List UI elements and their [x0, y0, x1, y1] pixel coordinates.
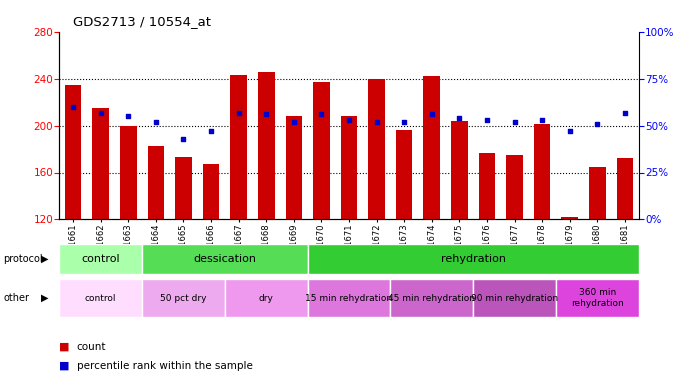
Bar [341, 116, 357, 219]
Text: ▶: ▶ [40, 254, 48, 264]
Point [426, 111, 438, 117]
Text: ■: ■ [59, 361, 70, 370]
Bar [142, 244, 308, 274]
Bar [308, 244, 639, 274]
Bar [473, 279, 556, 317]
Bar [424, 76, 440, 219]
Point [371, 119, 383, 125]
Bar [313, 82, 329, 219]
Bar [120, 126, 137, 219]
Text: dry: dry [259, 294, 274, 303]
Point [509, 119, 520, 125]
Text: 360 min
rehydration: 360 min rehydration [571, 288, 624, 308]
Bar [225, 279, 308, 317]
Bar [589, 166, 606, 219]
Bar [616, 158, 633, 219]
Text: 45 min rehydration: 45 min rehydration [388, 294, 475, 303]
Bar [369, 79, 385, 219]
Bar [396, 130, 413, 219]
Bar [258, 72, 274, 219]
Text: 15 min rehydration: 15 min rehydration [306, 294, 392, 303]
Point [288, 119, 299, 125]
Text: control: control [85, 294, 117, 303]
Bar [556, 279, 639, 317]
Point [537, 117, 548, 123]
Text: dessication: dessication [193, 254, 256, 264]
Bar [175, 157, 192, 219]
Text: percentile rank within the sample: percentile rank within the sample [77, 361, 253, 370]
Text: ▶: ▶ [40, 293, 48, 303]
Point [592, 121, 603, 127]
Point [260, 111, 272, 117]
Bar [230, 75, 247, 219]
Bar [479, 153, 495, 219]
Bar [534, 124, 551, 219]
Point [343, 117, 355, 123]
Point [68, 104, 79, 110]
Bar [147, 146, 164, 219]
Text: other: other [3, 293, 29, 303]
Point [150, 119, 161, 125]
Point [123, 113, 134, 119]
Text: ■: ■ [59, 342, 70, 352]
Bar [308, 279, 390, 317]
Text: 90 min rehydration: 90 min rehydration [471, 294, 558, 303]
Point [233, 110, 244, 116]
Point [454, 115, 465, 121]
Point [482, 117, 493, 123]
Text: control: control [82, 254, 120, 264]
Bar [59, 244, 142, 274]
Point [399, 119, 410, 125]
Bar [142, 279, 225, 317]
Text: 50 pct dry: 50 pct dry [161, 294, 207, 303]
Text: GDS2713 / 10554_at: GDS2713 / 10554_at [73, 15, 211, 28]
Bar [59, 279, 142, 317]
Bar [390, 279, 473, 317]
Text: rehydration: rehydration [440, 254, 505, 264]
Point [619, 110, 630, 116]
Text: count: count [77, 342, 106, 352]
Bar [506, 155, 523, 219]
Point [315, 111, 327, 117]
Bar [203, 164, 219, 219]
Point [564, 128, 575, 134]
Bar [561, 217, 578, 219]
Bar [451, 121, 468, 219]
Point [95, 110, 106, 116]
Bar [92, 108, 109, 219]
Bar [285, 116, 302, 219]
Point [178, 136, 189, 142]
Point [205, 128, 216, 134]
Text: protocol: protocol [3, 254, 43, 264]
Bar [65, 85, 82, 219]
